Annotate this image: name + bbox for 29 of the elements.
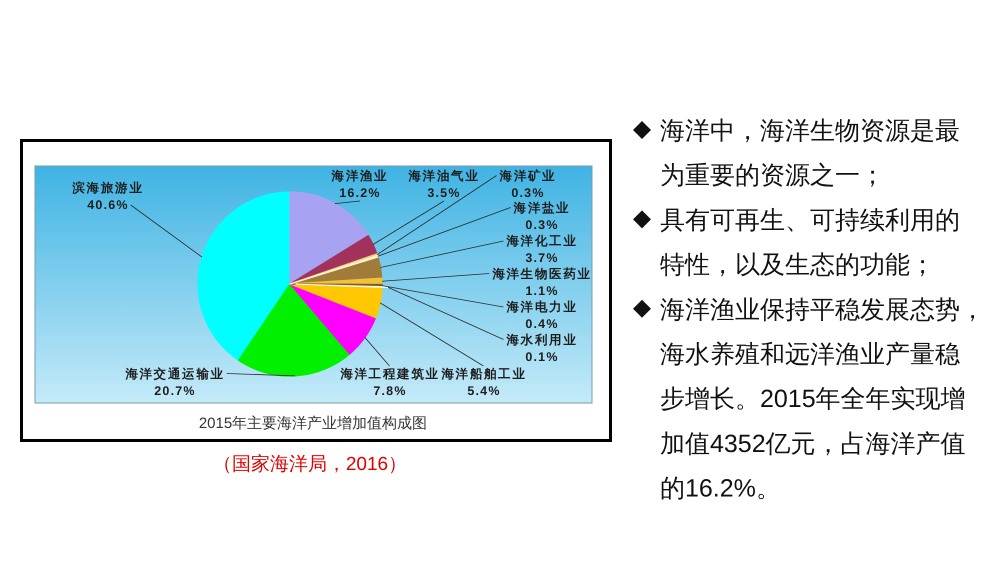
slice-label: 海洋交通运输业: [124, 366, 225, 381]
text: 2015年主要海洋产业增加值构成图: [198, 415, 428, 432]
data-label: 20.7%: [154, 384, 196, 398]
text: 具有可再生、可持续利用的特性，以及生态的功能；: [660, 206, 960, 280]
slice-label: 海洋化工业: [506, 234, 578, 248]
data-label: 0.4%: [525, 317, 559, 331]
slice-label: 海洋渔业: [330, 169, 388, 183]
data-label: 5.4%: [467, 384, 501, 398]
slice-label: 海洋船舶工业: [440, 367, 527, 381]
slice-label: 海洋油气业: [408, 169, 480, 183]
slice-label: 滨海旅游业: [72, 180, 144, 195]
data-label: 3.5%: [427, 186, 461, 200]
slice-label: 海洋电力业: [506, 300, 578, 314]
text: 海洋中，海洋生物资源是最为重要的资源之一；: [660, 117, 960, 190]
data-label: 1.1%: [525, 284, 559, 298]
data-label: 0.1%: [525, 350, 559, 364]
data-label: 0.3%: [525, 218, 559, 232]
data-label: 0.3%: [511, 186, 545, 200]
slice-label: 海洋盐业: [512, 200, 570, 215]
slice-label: 海洋工程建筑业: [339, 367, 440, 381]
data-label: 7.8%: [373, 384, 407, 398]
data-label: 3.7%: [525, 251, 559, 265]
slice-label: 海水利用业: [506, 332, 578, 347]
data-label: 16.2%: [339, 186, 381, 200]
text: 海洋渔业保持平稳发展态势，海水养殖和远洋渔业产量稳步增长。2015年全年实现增加值4352亿元，占海洋产值的16.2%。: [660, 296, 985, 503]
slice-label: 海洋矿业: [498, 168, 556, 183]
slice-label: 海洋生物医药业: [491, 266, 592, 281]
text: （国家海洋局，2016）: [212, 453, 408, 475]
data-label: 40.6%: [87, 198, 129, 212]
